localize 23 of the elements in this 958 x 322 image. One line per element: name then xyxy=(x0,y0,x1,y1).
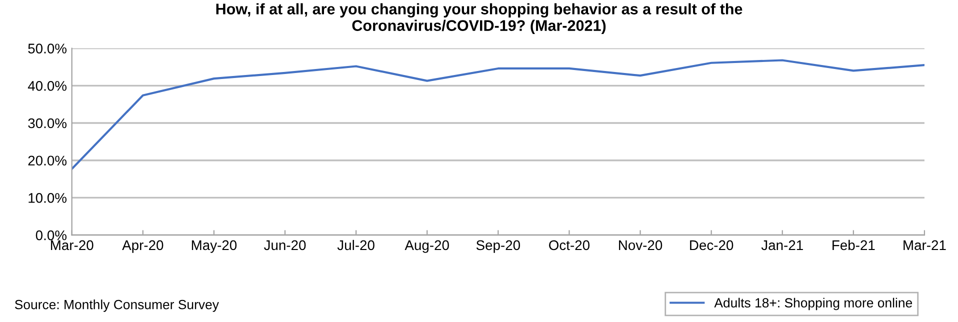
y-tick-label: 20.0% xyxy=(28,156,66,166)
x-tick-label: Jan-21 xyxy=(761,240,803,250)
x-tick-label: May-20 xyxy=(192,240,237,253)
y-tick-label: 50.0% xyxy=(28,44,66,54)
y-tick-label: 0.0% xyxy=(36,230,66,240)
x-tick-label: Jul-20 xyxy=(337,240,374,250)
y-tick-label: 10.0% xyxy=(28,193,66,203)
x-tick-label: Aug-20 xyxy=(404,240,449,253)
x-tick-label: Oct-20 xyxy=(549,240,590,250)
x-tick-label: Mar-20 xyxy=(50,240,94,250)
legend-label: Adults 18+: Shopping more online xyxy=(714,298,912,310)
chart-title: How, if at all, are you changing your shopping behavior as a result of the Coronavirus/COVID-19? (Mar-2021) xyxy=(216,3,742,34)
line-series xyxy=(72,59,924,170)
x-tick-label: Apr-20 xyxy=(122,240,164,253)
x-tick-label: Sep-20 xyxy=(476,240,520,253)
y-tick-label: 40.0% xyxy=(28,80,66,91)
x-tick-label: Feb-21 xyxy=(832,240,875,250)
x-tick-label: Dec-20 xyxy=(690,240,734,250)
x-tick-label: Nov-20 xyxy=(619,240,662,250)
source-note: Source: Monthly Consumer Survey xyxy=(14,300,219,312)
x-tick-label: Jun-20 xyxy=(264,240,306,250)
y-tick-label: 30.0% xyxy=(28,118,66,128)
x-tick-label: Mar-21 xyxy=(904,240,946,250)
